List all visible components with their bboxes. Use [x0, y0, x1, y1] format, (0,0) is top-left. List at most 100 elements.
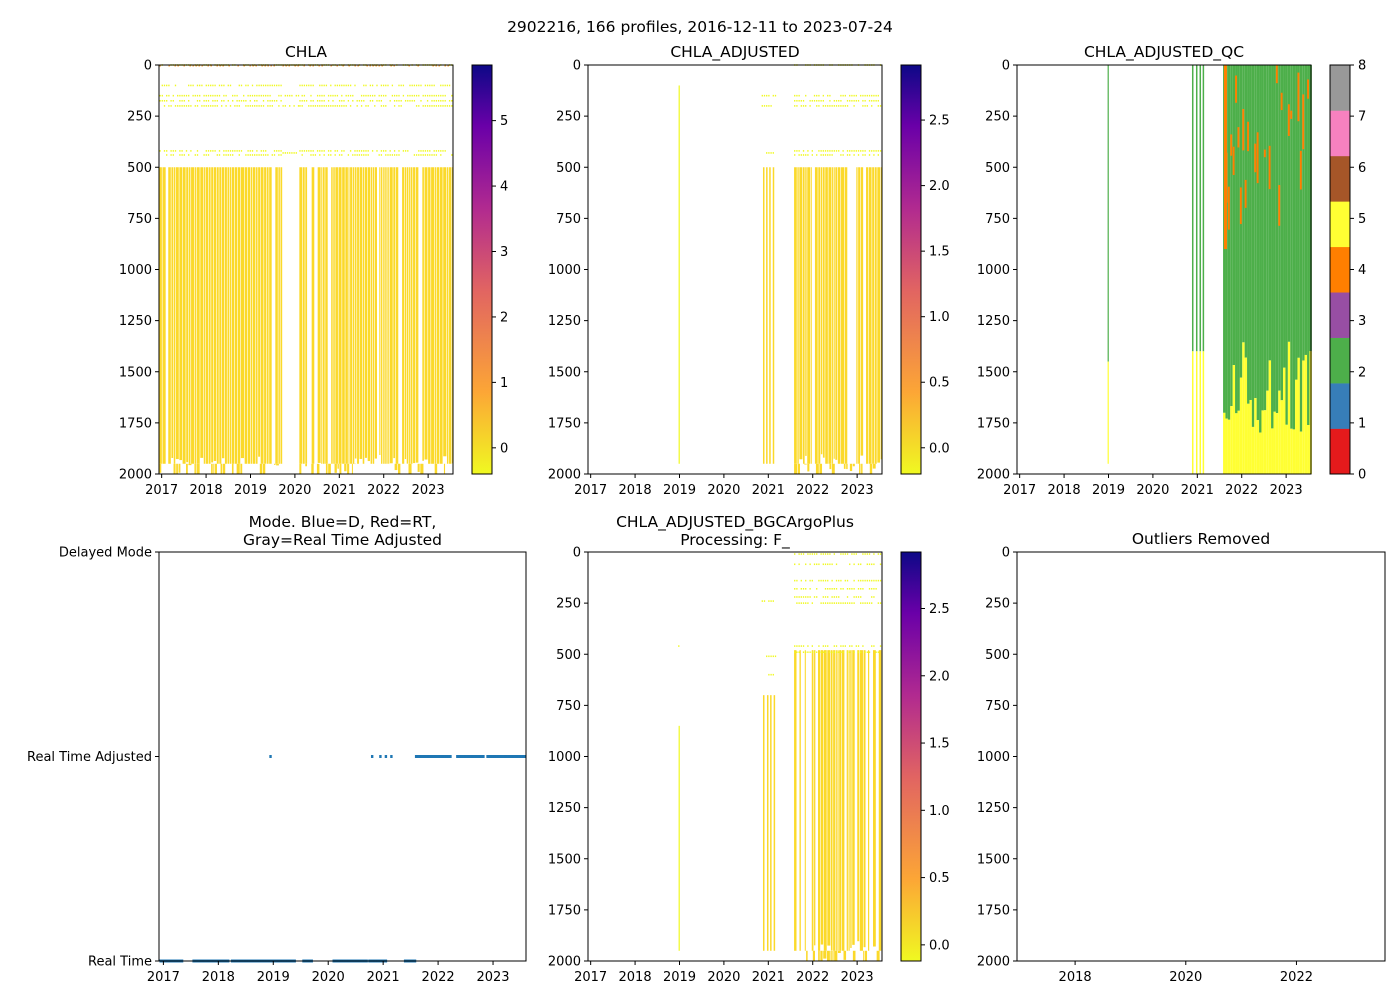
heatmap-shallow-cell — [816, 563, 818, 566]
heatmap-shallow-cell — [247, 150, 249, 152]
heatmap-shallow-cell — [201, 105, 203, 107]
heatmap-shallow-cell — [278, 84, 280, 87]
colorbar-qc-swatch-6 — [1330, 155, 1350, 202]
heatmap-shallow-cell — [829, 150, 831, 152]
heatmap-column-bottom — [852, 463, 855, 467]
heatmap-shallow-cell — [330, 84, 332, 87]
heatmap-shallow-cell — [293, 105, 295, 107]
heatmap-shallow-cell — [829, 94, 831, 97]
colorbar-tick-label: 4 — [1358, 263, 1366, 278]
scatter-point — [441, 755, 444, 758]
scatter-point — [424, 755, 427, 758]
heatmap-shallow-cell — [440, 150, 442, 152]
heatmap-shallow-cell — [831, 154, 833, 156]
heatmap-column-bottom — [812, 950, 816, 961]
heatmap-cells — [678, 64, 882, 474]
heatmap-shallow-cell — [824, 602, 827, 604]
heatmap-column — [389, 167, 393, 464]
heatmap-shallow-cell — [796, 579, 798, 582]
heatmap-column — [863, 650, 866, 948]
heatmap-shallow-cell — [380, 150, 383, 152]
heatmap-shallow-cell — [831, 602, 833, 604]
heatmap-qc-column — [1278, 65, 1281, 391]
heatmap-column-bottom — [211, 463, 213, 474]
heatmap-shallow-cell — [879, 602, 882, 604]
heatmap-shallow-cell — [205, 105, 207, 107]
heatmap-shallow-cell — [877, 154, 879, 156]
heatmap-shallow-cell — [809, 579, 811, 582]
heatmap-column — [237, 167, 241, 464]
scatter-point — [513, 755, 517, 758]
heatmap-column — [267, 167, 269, 464]
heatmap-surface-cell — [435, 65, 437, 67]
heatmap-surface-cell — [432, 65, 434, 67]
heatmap-shallow-cell — [267, 105, 269, 107]
heatmap-shallow-cell — [855, 99, 857, 102]
heatmap-shallow-cell — [214, 94, 216, 97]
heatmap-surface-cell — [168, 65, 170, 67]
heatmap-column-bottom — [832, 950, 834, 961]
heatmap-shallow-cell — [229, 105, 232, 107]
scatter-point — [460, 755, 463, 758]
heatmap-shallow-cell — [229, 84, 232, 87]
x-tick-label: 2017 — [574, 970, 607, 985]
scatter-point — [464, 755, 467, 758]
heatmap-shallow-cell — [258, 84, 260, 87]
heatmap-shallow-cell — [210, 84, 212, 87]
heatmap-shallow-cell — [291, 94, 293, 97]
heatmap-shallow-cell — [818, 563, 820, 566]
heatmap-shallow-cell — [849, 563, 851, 566]
heatmap-shallow-cell — [846, 99, 849, 102]
heatmap-shallow-cell — [860, 94, 862, 97]
heatmap-column-bottom — [852, 950, 856, 961]
heatmap-column — [264, 167, 267, 464]
heatmap-shallow-cell — [223, 84, 225, 87]
heatmap-shallow-cell — [183, 99, 185, 102]
heatmap-shallow-cell — [188, 99, 190, 102]
heatmap-shallow-cell — [321, 150, 323, 152]
heatmap-shallow-cell — [871, 588, 873, 590]
heatmap-column-bottom — [417, 463, 420, 472]
heatmap-shallow-cell — [844, 579, 846, 582]
heatmap-shallow-cell — [857, 588, 860, 590]
heatmap-qc-column — [1261, 65, 1264, 411]
heatmap-shallow-cell — [846, 154, 849, 156]
heatmap-shallow-cell — [407, 99, 409, 102]
heatmap-column — [772, 167, 775, 464]
heatmap-shallow-cell — [442, 94, 444, 97]
heatmap-shallow-cell — [385, 105, 387, 107]
heatmap-shallow-cell — [424, 84, 427, 87]
heatmap-shallow-cell — [444, 99, 446, 102]
heatmap-column — [833, 650, 835, 951]
heatmap-shallow-cell — [299, 84, 301, 87]
heatmap-surface-cell — [357, 65, 359, 67]
heatmap-shallow-cell — [407, 150, 409, 152]
heatmap-shallow-cell — [181, 105, 183, 107]
heatmap-column — [805, 167, 807, 456]
heatmap-shallow-cell — [446, 84, 449, 87]
heatmap-shallow-cell — [214, 105, 216, 107]
heatmap-shallow-cell — [207, 105, 210, 107]
y-tick-label: 0 — [573, 59, 581, 74]
heatmap-surface-cell — [249, 65, 251, 67]
heatmap-shallow-cell — [183, 94, 185, 97]
heatmap-column — [352, 167, 355, 464]
heatmap-shallow-cell — [829, 154, 831, 156]
scatter-points — [159, 755, 526, 963]
heatmap-shallow-cell — [225, 150, 227, 152]
heatmap-shallow-cell — [800, 602, 802, 604]
heatmap-column — [678, 725, 680, 951]
panel-chla-adjusted: CHLA_ADJUSTED025050075010001250150017502… — [548, 43, 950, 498]
scatter-point — [469, 755, 473, 758]
colorbar-tick-label: 3 — [1358, 314, 1366, 329]
heatmap-shallow-cell — [426, 154, 429, 156]
heatmap-shallow-cell — [431, 99, 433, 102]
heatmap-shallow-cell — [360, 105, 363, 107]
heatmap-qc-column — [1297, 65, 1300, 358]
heatmap-shallow-cell — [805, 596, 807, 598]
scatter-point — [434, 755, 437, 758]
heatmap-shallow-cell — [343, 150, 345, 152]
heatmap-shallow-cell — [349, 105, 352, 107]
heatmap-shallow-cell — [199, 99, 201, 102]
heatmap-shallow-cell — [822, 602, 824, 604]
